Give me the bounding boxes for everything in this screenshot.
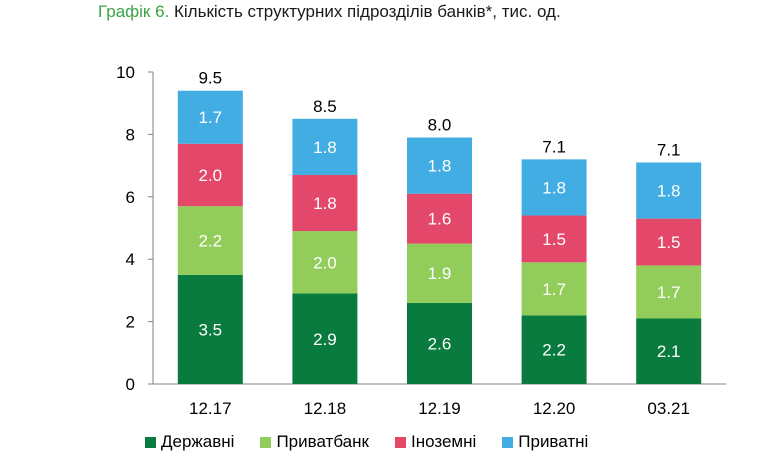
bar-value-label: 1.5	[657, 233, 681, 252]
bar-segment	[521, 159, 587, 216]
y-tick-label: 10	[116, 63, 135, 82]
x-tick-label: 12.18	[304, 399, 347, 418]
bar-total-label: 8.5	[313, 97, 337, 116]
y-tick-label: 0	[126, 375, 135, 394]
x-tick-label: 03.21	[647, 399, 690, 418]
bar-value-label: 2.2	[542, 341, 566, 360]
y-tick-label: 6	[126, 188, 135, 207]
bar-segment	[636, 265, 702, 319]
bar-value-label: 1.8	[428, 157, 452, 176]
bar-segment	[636, 218, 702, 266]
legend-label: Іноземні	[410, 432, 477, 451]
bar-segment	[292, 231, 358, 294]
bar-value-label: 2.9	[313, 330, 337, 349]
bar-segment	[177, 274, 243, 384]
chart-title-prefix: Графік 6.	[98, 2, 170, 21]
x-tick-label: 12.19	[418, 399, 461, 418]
bar-value-label: 2.1	[657, 342, 681, 361]
x-tick-label: 12.20	[533, 399, 576, 418]
chart-title-text: Кількість структурних підрозділів банків…	[169, 2, 561, 21]
legend-swatch	[260, 436, 272, 448]
x-tick-label: 12.17	[189, 399, 232, 418]
bar-segment	[407, 302, 472, 384]
bar-value-label: 1.6	[428, 210, 452, 229]
bar-segment	[407, 193, 472, 244]
bar-value-label: 1.7	[542, 280, 566, 299]
bar-value-label: 1.9	[428, 264, 452, 283]
legend-label: Приватні	[518, 432, 589, 451]
legend-item: Приватні	[502, 432, 588, 452]
chart-title: Графік 6. Кількість структурних підрозді…	[98, 2, 561, 22]
bar-value-label: 1.7	[657, 283, 681, 302]
legend-label: Державні	[161, 432, 235, 451]
bar-segment	[292, 174, 358, 232]
legend-item: Приватбанк	[260, 432, 369, 452]
bar-segment	[292, 118, 358, 175]
bar-segment	[636, 162, 702, 219]
bar-segment	[521, 315, 587, 384]
bar-total-label: 8.0	[428, 116, 452, 135]
bar-value-label: 2.0	[313, 253, 337, 272]
y-tick-label: 2	[126, 313, 135, 332]
bar-segment	[177, 90, 243, 144]
bar-segment	[177, 143, 243, 207]
bar-value-label: 3.5	[198, 320, 222, 339]
stacked-bar-chart: 0 2 4 6 8 10 3.5 2.2 2.0 1.7 9.5 12.17 2.9 2.0 1.8 1.8 8…	[116, 63, 726, 418]
bar-value-label: 1.7	[198, 108, 222, 127]
bar-value-label: 1.8	[542, 178, 566, 197]
y-tick-label: 8	[126, 125, 135, 144]
legend-swatch	[145, 436, 156, 448]
chart-legend: Державні Приватбанк Іноземні Приватні	[145, 432, 614, 452]
bar-total-label: 7.1	[657, 140, 681, 159]
legend-label: Приватбанк	[276, 432, 369, 451]
bar-total-label: 7.1	[542, 137, 566, 156]
bar-segment	[407, 137, 472, 194]
legend-item: Іноземні	[394, 432, 477, 452]
bar-value-label: 2.2	[198, 231, 222, 250]
legend-item: Державні	[145, 432, 234, 452]
bar-value-label: 1.5	[542, 230, 566, 249]
y-tick-label: 4	[126, 250, 135, 269]
bar-segment	[521, 262, 587, 316]
bar-segment	[177, 206, 243, 275]
bar-value-label: 2.0	[198, 166, 222, 185]
bar-segment	[407, 243, 472, 303]
bar-segment	[292, 293, 358, 384]
bar-value-label: 1.8	[313, 138, 337, 157]
legend-swatch	[394, 436, 406, 448]
bar-value-label: 1.8	[657, 182, 681, 201]
bar-value-label: 2.6	[428, 334, 452, 353]
bar-segment	[636, 318, 702, 384]
bar-total-label: 9.5	[198, 69, 222, 88]
bar-segment	[521, 215, 587, 263]
legend-swatch	[502, 436, 514, 448]
bar-value-label: 1.8	[313, 194, 337, 213]
